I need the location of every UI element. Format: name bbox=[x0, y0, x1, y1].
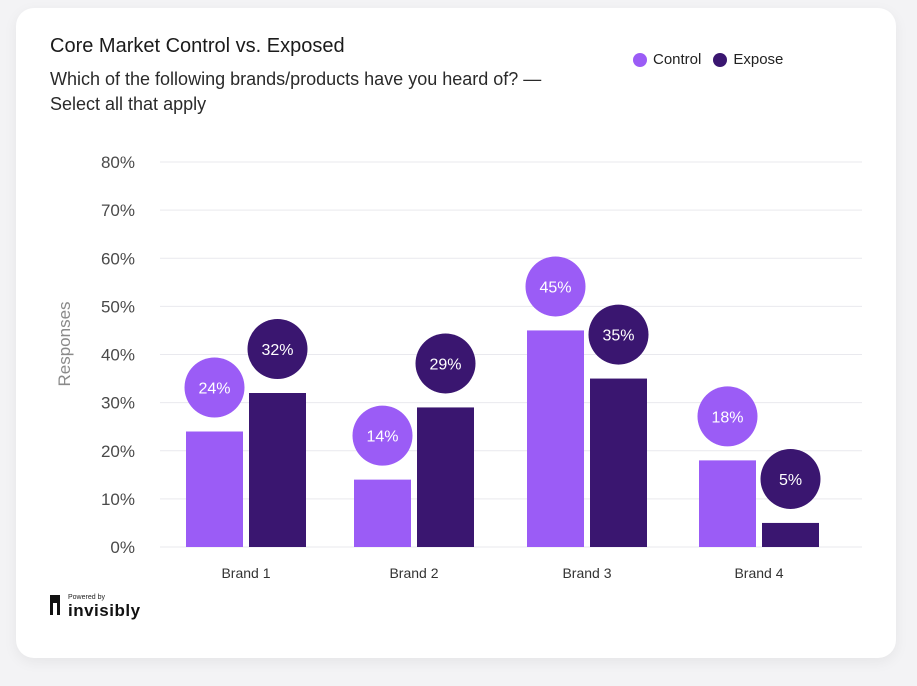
chart-card bbox=[16, 8, 896, 658]
data-label-bubble bbox=[525, 256, 586, 317]
data-label: 35% bbox=[602, 328, 634, 345]
legend: Control Expose bbox=[633, 51, 783, 68]
legend-label-expose: Expose bbox=[733, 51, 784, 68]
data-label: 14% bbox=[366, 429, 398, 446]
y-tick-label: 10% bbox=[101, 490, 135, 509]
x-tick-label: Brand 3 bbox=[562, 565, 611, 581]
data-label-bubble bbox=[247, 319, 308, 379]
bar-control-brand-2[interactable] bbox=[354, 479, 411, 547]
bar-expose-brand-1[interactable] bbox=[249, 393, 306, 547]
legend-swatch-control bbox=[633, 52, 647, 67]
data-label-bubble bbox=[588, 304, 649, 365]
data-label: 5% bbox=[779, 472, 802, 489]
brand-name: invisibly bbox=[68, 601, 141, 620]
data-label: 18% bbox=[711, 409, 743, 426]
bar-expose-brand-3[interactable] bbox=[590, 378, 647, 547]
data-label-bubble bbox=[415, 333, 476, 394]
bar-control-brand-1[interactable] bbox=[186, 431, 243, 548]
legend-label-control: Control bbox=[653, 51, 702, 68]
x-tick-label: Brand 2 bbox=[389, 565, 438, 581]
data-label: 29% bbox=[429, 356, 461, 373]
data-label: 32% bbox=[261, 342, 293, 359]
bar-expose-brand-4[interactable] bbox=[762, 522, 819, 547]
data-label: 24% bbox=[198, 381, 230, 398]
bar-control-brand-4[interactable] bbox=[699, 460, 756, 547]
y-axis-label: Responses bbox=[55, 301, 74, 386]
y-tick-label: 80% bbox=[101, 153, 135, 172]
y-tick-label: 70% bbox=[101, 201, 135, 220]
chart-subtitle: Which of the following brands/products h… bbox=[50, 69, 542, 114]
y-tick-label: 0% bbox=[110, 538, 135, 557]
bar-control-brand-3[interactable] bbox=[527, 330, 584, 547]
y-tick-label: 60% bbox=[101, 249, 135, 268]
y-tick-label: 50% bbox=[101, 297, 135, 316]
powered-by-logo[interactable]: Powered by invisibly bbox=[48, 592, 148, 622]
data-label-bubble bbox=[697, 386, 758, 447]
y-tick-label: 40% bbox=[101, 346, 135, 365]
y-tick-label: 20% bbox=[101, 442, 135, 461]
x-tick-label: Brand 4 bbox=[734, 565, 783, 581]
data-label-bubble bbox=[184, 357, 245, 418]
data-label-bubble bbox=[760, 448, 821, 509]
bars: 24% 32% 14% 29% 45% 35% 18% 5% bbox=[184, 256, 821, 548]
y-tick-label: 30% bbox=[101, 394, 135, 413]
invisibly-logo-icon bbox=[50, 595, 60, 615]
y-axis-ticks: 0% 10% 20% 30% 40% 50% 60% 70% 80% bbox=[101, 153, 135, 557]
legend-item-expose[interactable]: Expose bbox=[713, 51, 783, 68]
legend-item-control[interactable]: Control bbox=[633, 51, 701, 68]
x-tick-label: Brand 1 bbox=[221, 565, 270, 581]
bar-expose-brand-2[interactable] bbox=[417, 407, 474, 547]
powered-by-label: Powered by bbox=[68, 594, 105, 601]
chart-title: Core Market Control vs. Exposed bbox=[50, 35, 345, 57]
data-label-bubble bbox=[352, 405, 413, 466]
legend-swatch-expose bbox=[713, 52, 728, 67]
x-axis-ticks: Brand 1 Brand 2 Brand 3 Brand 4 bbox=[221, 565, 783, 581]
data-label: 45% bbox=[539, 279, 571, 296]
